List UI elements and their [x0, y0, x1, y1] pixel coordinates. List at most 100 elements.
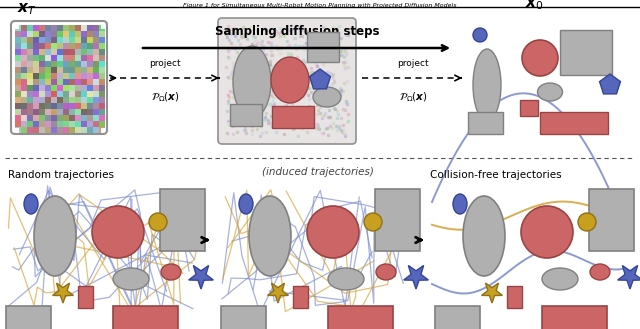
FancyBboxPatch shape: [218, 18, 356, 144]
Bar: [15, 79, 21, 85]
Bar: [87, 73, 93, 79]
Bar: [87, 37, 93, 43]
Bar: [27, 97, 33, 103]
Bar: [99, 97, 105, 103]
Bar: [69, 67, 75, 73]
Bar: [45, 85, 51, 91]
Bar: [15, 97, 21, 103]
Bar: [39, 97, 45, 103]
Bar: [99, 67, 105, 73]
Bar: [21, 121, 27, 127]
Bar: [45, 103, 51, 109]
Bar: [93, 115, 99, 121]
Bar: [15, 121, 21, 127]
Text: Random trajectories: Random trajectories: [8, 170, 114, 180]
Bar: [93, 103, 99, 109]
Polygon shape: [189, 266, 213, 289]
Bar: [69, 103, 75, 109]
Bar: [87, 85, 93, 91]
Bar: [51, 121, 57, 127]
Bar: [63, 103, 69, 109]
Bar: [69, 91, 75, 97]
Ellipse shape: [24, 194, 38, 214]
Polygon shape: [268, 283, 289, 303]
Bar: [45, 115, 51, 121]
Bar: [45, 43, 51, 49]
Bar: [51, 97, 57, 103]
Bar: [81, 49, 87, 55]
Bar: [39, 25, 45, 31]
Bar: [81, 97, 87, 103]
Ellipse shape: [271, 57, 309, 103]
Bar: [33, 85, 39, 91]
Bar: [33, 79, 39, 85]
Bar: [45, 25, 51, 31]
Bar: [45, 73, 51, 79]
Bar: [87, 115, 93, 121]
Bar: [39, 127, 45, 133]
Bar: [57, 67, 63, 73]
Bar: [27, 31, 33, 37]
Bar: [93, 97, 99, 103]
Bar: [435, 306, 480, 329]
Bar: [45, 55, 51, 61]
Bar: [33, 31, 39, 37]
Bar: [75, 55, 81, 61]
Bar: [27, 109, 33, 115]
Ellipse shape: [249, 196, 291, 276]
Bar: [33, 91, 39, 97]
Bar: [99, 91, 105, 97]
Bar: [15, 103, 21, 109]
Bar: [75, 67, 81, 73]
Bar: [57, 109, 63, 115]
Bar: [39, 115, 45, 121]
Bar: [81, 43, 87, 49]
Bar: [27, 55, 33, 61]
Bar: [99, 31, 105, 37]
Bar: [542, 306, 607, 329]
Bar: [63, 67, 69, 73]
Polygon shape: [481, 283, 502, 303]
Bar: [57, 121, 63, 127]
Bar: [27, 85, 33, 91]
Bar: [15, 43, 21, 49]
Bar: [75, 61, 81, 67]
Bar: [81, 55, 87, 61]
Bar: [81, 61, 87, 67]
Circle shape: [473, 28, 487, 42]
Bar: [21, 31, 27, 37]
Bar: [21, 55, 27, 61]
Bar: [27, 37, 33, 43]
Bar: [57, 31, 63, 37]
Bar: [39, 31, 45, 37]
Bar: [375, 189, 420, 251]
Bar: [221, 306, 266, 329]
Bar: [81, 115, 87, 121]
Ellipse shape: [233, 46, 271, 118]
Bar: [39, 85, 45, 91]
Bar: [21, 127, 27, 133]
Bar: [87, 97, 93, 103]
Text: Figure 1 for Simultaneous Multi-Robot Motion Planning with Projected Diffusion M: Figure 1 for Simultaneous Multi-Robot Mo…: [183, 4, 457, 9]
Bar: [93, 79, 99, 85]
Bar: [93, 43, 99, 49]
Bar: [69, 97, 75, 103]
Bar: [63, 91, 69, 97]
Bar: [51, 85, 57, 91]
Bar: [69, 121, 75, 127]
Bar: [87, 103, 93, 109]
Bar: [57, 115, 63, 121]
Bar: [21, 73, 27, 79]
Bar: [33, 55, 39, 61]
Bar: [69, 79, 75, 85]
Text: Sampling diffusion steps: Sampling diffusion steps: [215, 25, 380, 38]
Bar: [560, 30, 612, 75]
Ellipse shape: [453, 194, 467, 214]
Bar: [81, 127, 87, 133]
Bar: [39, 103, 45, 109]
Bar: [99, 127, 105, 133]
Bar: [93, 127, 99, 133]
Bar: [81, 103, 87, 109]
Bar: [99, 85, 105, 91]
Circle shape: [364, 213, 382, 231]
